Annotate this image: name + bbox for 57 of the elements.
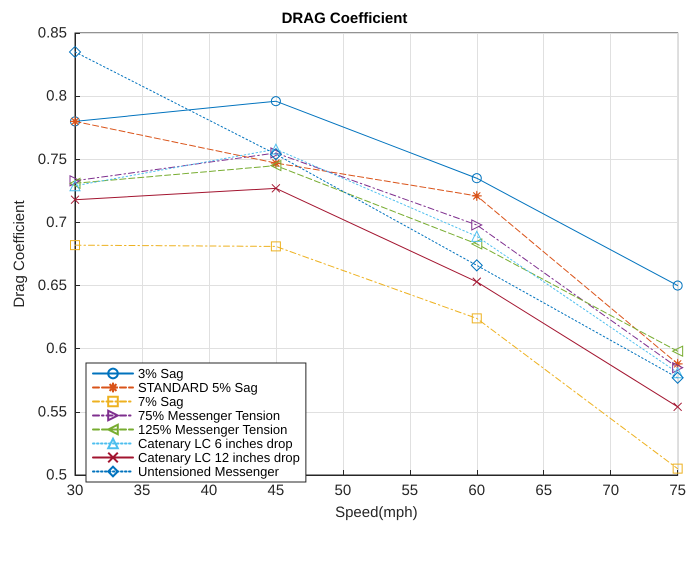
legend-label: 7% Sag xyxy=(138,394,184,409)
x-tick-label: 45 xyxy=(268,482,284,499)
point xyxy=(271,184,280,193)
point xyxy=(472,277,482,286)
legend-label: 125% Messenger Tension xyxy=(138,422,288,437)
chart-title: DRAG Coefficient xyxy=(282,10,408,27)
x-tick-label: 40 xyxy=(200,482,218,499)
point xyxy=(270,96,281,106)
x-tick-label: 35 xyxy=(134,482,150,499)
legend-label: 75% Messenger Tension xyxy=(138,408,280,423)
point xyxy=(673,402,682,412)
x-tick-label: 65 xyxy=(535,482,552,499)
point xyxy=(672,358,684,370)
point xyxy=(472,173,482,184)
point xyxy=(270,160,282,172)
y-tick-label: 0.65 xyxy=(38,277,67,294)
point xyxy=(70,175,80,186)
point xyxy=(70,195,80,204)
point xyxy=(471,238,482,250)
legend-label: 3% Sag xyxy=(138,366,184,381)
x-tick-label: 75 xyxy=(669,482,686,499)
point xyxy=(672,346,684,357)
point xyxy=(270,241,281,252)
legend-label: STANDARD 5% Sag xyxy=(138,380,258,395)
y-tick-label: 0.75 xyxy=(38,150,67,168)
point xyxy=(471,219,482,230)
point xyxy=(471,230,482,242)
point xyxy=(472,313,482,324)
y-tick-label: 0.5 xyxy=(46,466,67,484)
legend-label: Catenary LC 6 inches drop xyxy=(138,436,293,451)
y-axis-title: Drag Coefficient xyxy=(10,200,28,308)
point xyxy=(70,240,80,250)
x-tick-label: 55 xyxy=(401,482,418,499)
point xyxy=(470,259,483,272)
point xyxy=(672,372,684,384)
x-tick-label: 50 xyxy=(334,482,352,499)
point xyxy=(471,190,482,202)
x-axis-title: Speed(mph) xyxy=(335,504,418,521)
y-tick-label: 0.55 xyxy=(38,403,67,420)
point xyxy=(672,362,684,374)
x-tick-label: 30 xyxy=(66,482,84,499)
y-tick-label: 0.6 xyxy=(46,340,67,358)
point xyxy=(69,46,81,58)
point xyxy=(70,178,80,189)
y-tick-label: 0.85 xyxy=(38,24,67,42)
legend-label: Untensioned Messenger xyxy=(138,464,280,479)
y-tick-label: 0.8 xyxy=(46,88,67,105)
legend-label: Catenary LC 12 inches drop xyxy=(138,450,300,465)
point xyxy=(270,158,282,169)
point xyxy=(672,367,684,378)
x-tick-label: 70 xyxy=(602,482,620,499)
y-tick-label: 0.7 xyxy=(46,214,67,231)
point xyxy=(70,180,80,192)
point xyxy=(270,144,282,155)
x-tick-label: 60 xyxy=(468,482,486,499)
point xyxy=(672,464,683,474)
point xyxy=(672,280,683,291)
